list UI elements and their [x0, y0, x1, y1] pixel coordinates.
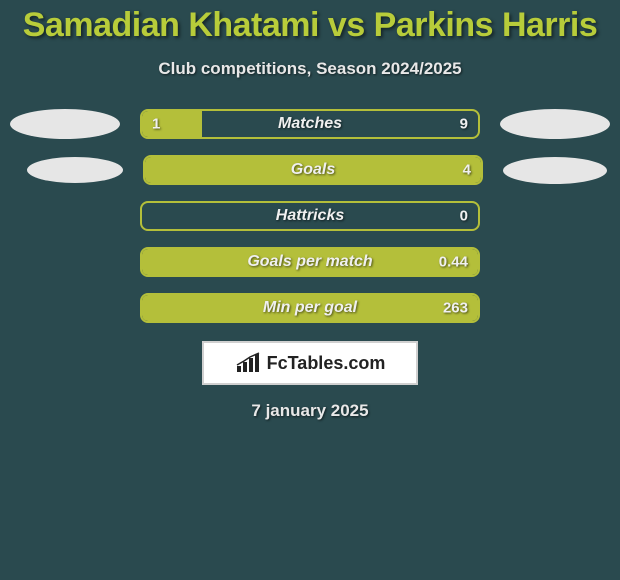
stat-bar: Hattricks 0 [140, 201, 480, 231]
stat-label: Hattricks [276, 207, 344, 225]
stat-right-value: 0 [460, 208, 468, 225]
stat-row: Hattricks 0 [0, 201, 620, 231]
date-line: 7 january 2025 [0, 401, 620, 421]
stat-row: Min per goal 263 [0, 293, 620, 323]
stat-bar: 1 Matches 9 [140, 109, 480, 139]
stat-bar: Min per goal 263 [140, 293, 480, 323]
comparison-card: Samadian Khatami vs Parkins Harris Club … [0, 0, 620, 421]
stat-row: Goals 4 [0, 155, 620, 185]
stat-bar: Goals 4 [143, 155, 483, 185]
stat-bar: Goals per match 0.44 [140, 247, 480, 277]
player-right-avatar [503, 157, 607, 184]
brand-logo: FcTables.com [202, 341, 418, 385]
stat-right-value: 9 [460, 116, 468, 133]
player-right-avatar [500, 247, 610, 277]
stat-right-value: 4 [463, 162, 471, 179]
player-left-avatar [10, 201, 120, 231]
stat-label: Matches [278, 115, 342, 133]
subtitle: Club competitions, Season 2024/2025 [0, 59, 620, 79]
player-left-avatar [10, 247, 120, 277]
player-right-avatar [500, 109, 610, 139]
page-title: Samadian Khatami vs Parkins Harris [0, 6, 620, 45]
stat-label: Min per goal [263, 299, 357, 317]
stat-row: Goals per match 0.44 [0, 247, 620, 277]
stats-rows: 1 Matches 9 Goals 4 Hattricks 0 Goals per match… [0, 109, 620, 323]
stat-label: Goals [291, 161, 335, 179]
stat-right-value: 0.44 [439, 254, 468, 271]
player-right-avatar [500, 201, 610, 231]
player-left-avatar [27, 157, 123, 183]
brand-text: FcTables.com [267, 353, 386, 374]
player-left-avatar [10, 109, 120, 139]
stat-row: 1 Matches 9 [0, 109, 620, 139]
player-right-avatar [500, 293, 610, 323]
player-left-avatar [10, 293, 120, 323]
stat-label: Goals per match [247, 253, 372, 271]
stat-left-value: 1 [152, 116, 160, 133]
stat-right-value: 263 [443, 300, 468, 317]
chart-icon [235, 352, 261, 374]
